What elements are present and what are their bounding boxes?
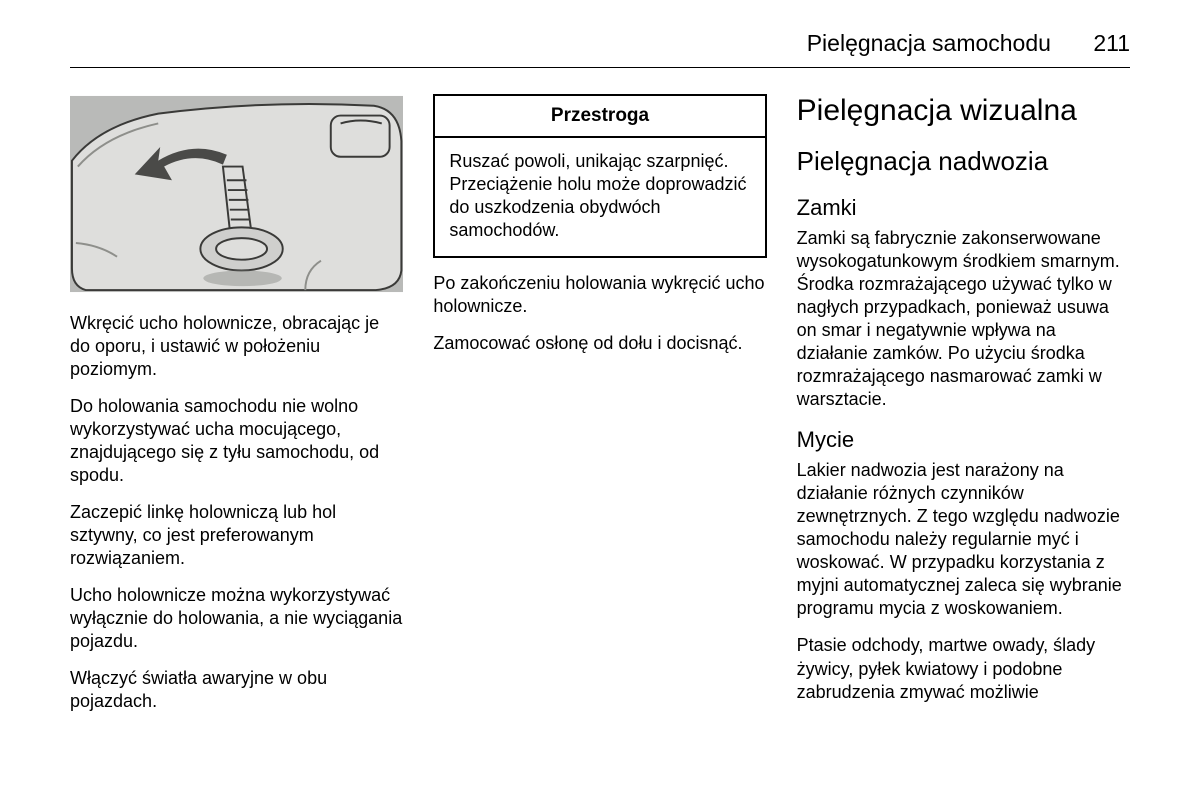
subsection-body: Zamki są fabrycznie zakonserwowane wysok… — [797, 227, 1130, 411]
manual-page: Pielęgnacja samochodu 211 — [0, 0, 1200, 802]
content-columns: Wkręcić ucho holownicze, obracając je do… — [70, 94, 1130, 727]
col2-paragraph: Zamocować osłonę od dołu i docisnąć. — [433, 332, 766, 355]
page-number: 211 — [1093, 30, 1130, 56]
washing-section: Mycie Lakier nadwozia jest narażony na d… — [797, 427, 1130, 703]
caution-title: Przestroga — [435, 96, 764, 138]
col1-paragraph: Do holowania samochodu nie wolno wykorzy… — [70, 395, 403, 487]
col1-paragraph: Zaczepić linkę holowniczą lub hol sztywn… — [70, 501, 403, 570]
caution-callout: Przestroga Ruszać powoli, unikając szarp… — [433, 94, 766, 258]
section-heading-2: Pielęgnacja nadwozia — [797, 146, 1130, 177]
col1-paragraph: Ucho holownicze można wykorzystywać wyłą… — [70, 584, 403, 653]
subsection-body: Lakier nadwozia jest narażony na działan… — [797, 459, 1130, 620]
page-header: Pielęgnacja samochodu 211 — [70, 30, 1130, 68]
locks-section: Zamki Zamki są fabrycznie zakonserwowane… — [797, 195, 1130, 411]
header-title: Pielęgnacja samochodu — [807, 30, 1051, 56]
towing-eye-icon — [70, 94, 403, 294]
col1-paragraph: Wkręcić ucho holownicze, obracając je do… — [70, 312, 403, 381]
subsection-body: Ptasie odchody, martwe owady, ślady żywi… — [797, 634, 1130, 703]
column-1: Wkręcić ucho holownicze, obracając je do… — [70, 94, 403, 727]
col2-paragraph: Po zakończeniu holowania wykręcić ucho h… — [433, 272, 766, 318]
section-heading-1: Pielęgnacja wizualna — [797, 94, 1130, 128]
caution-body: Ruszać powoli, unikając szarpnięć. Przec… — [435, 138, 764, 256]
subsection-title: Mycie — [797, 427, 1130, 453]
col1-paragraph: Włączyć światła awaryjne w obu pojazdach… — [70, 667, 403, 713]
column-2: Przestroga Ruszać powoli, unikając szarp… — [433, 94, 766, 727]
column-3: Pielęgnacja wizualna Pielęgnacja nadwozi… — [797, 94, 1130, 727]
subsection-title: Zamki — [797, 195, 1130, 221]
towing-eye-illustration — [70, 94, 403, 294]
